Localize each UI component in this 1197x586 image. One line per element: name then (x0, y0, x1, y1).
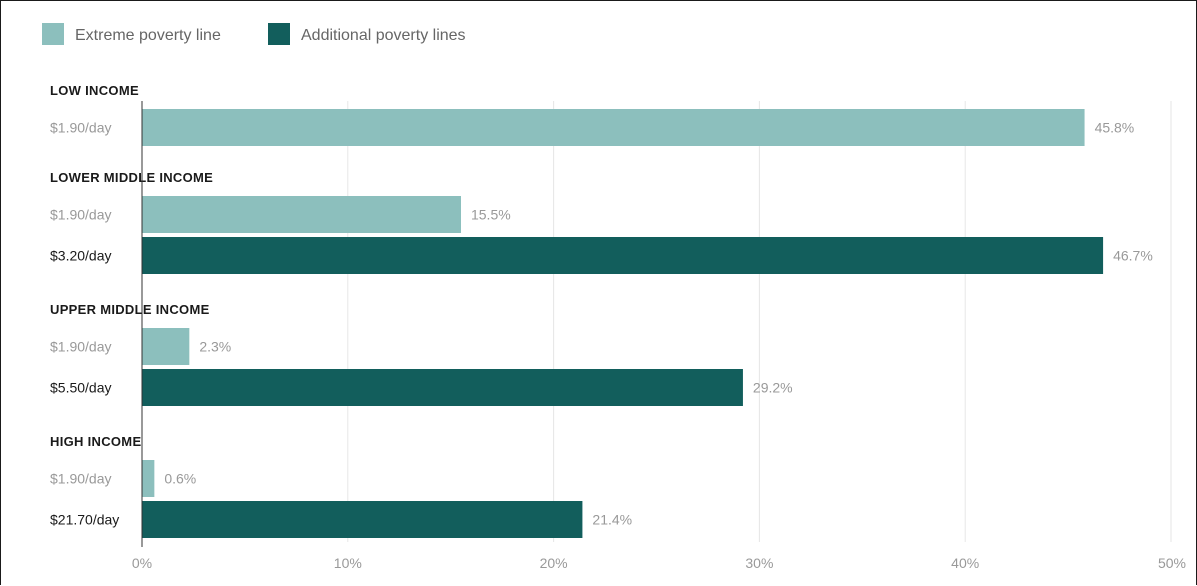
bar-extreme[interactable] (142, 460, 155, 497)
bar-category-label: $1.90/day (50, 120, 112, 136)
group-title: HIGH INCOME (50, 434, 141, 449)
x-tick-label: 0% (132, 555, 152, 571)
group-title: LOWER MIDDLE INCOME (50, 170, 213, 185)
bar-extreme[interactable] (142, 328, 190, 365)
bar-value-label: 15.5% (471, 207, 511, 223)
bar-additional[interactable] (142, 501, 583, 538)
bar-extreme[interactable] (142, 196, 461, 233)
bar-value-label: 29.2% (753, 380, 793, 396)
bar-groups: LOW INCOME $1.90/day 45.8% LOWER MIDDLE INC… (50, 83, 1153, 538)
group-title: LOW INCOME (50, 83, 139, 98)
group-title: UPPER MIDDLE INCOME (50, 302, 210, 317)
bar-category-label: $21.70/day (50, 512, 119, 528)
legend-swatch-1 (268, 23, 290, 45)
legend-swatch-0 (42, 23, 64, 45)
legend-item-0[interactable]: Extreme poverty line (42, 23, 221, 45)
bar-category-label: $1.90/day (50, 471, 112, 487)
grid-layer (347, 101, 1172, 542)
bar-category-label: $3.20/day (50, 248, 112, 264)
bar-value-label: 21.4% (592, 512, 632, 528)
legend-item-1[interactable]: Additional poverty lines (268, 23, 466, 45)
bar-category-label: $1.90/day (50, 339, 112, 355)
group-2: UPPER MIDDLE INCOME $1.90/day 2.3% $5.50/da… (50, 302, 793, 406)
group-3: HIGH INCOME $1.90/day 0.6% $21.70/day 21.4% (50, 434, 632, 538)
bar-category-label: $1.90/day (50, 207, 112, 223)
bar-value-label: 46.7% (1113, 248, 1153, 264)
bar-value-label: 45.8% (1095, 120, 1135, 136)
bar-value-label: 0.6% (164, 471, 196, 487)
legend-label-0: Extreme poverty line (75, 27, 221, 44)
x-axis: 0% 10% 20% 30% 40% 50% (132, 101, 1186, 571)
bar-additional[interactable] (142, 237, 1104, 274)
bar-additional[interactable] (142, 369, 743, 406)
legend: Extreme poverty line Additional poverty l… (42, 23, 466, 45)
x-tick-label: 20% (540, 555, 568, 571)
x-tick-label: 30% (745, 555, 773, 571)
x-tick-label: 40% (951, 555, 979, 571)
x-tick-label: 10% (334, 555, 362, 571)
bar-value-label: 2.3% (199, 339, 231, 355)
x-tick-label: 50% (1158, 555, 1186, 571)
legend-label-1: Additional poverty lines (301, 27, 466, 44)
bar-category-label: $5.50/day (50, 380, 112, 396)
group-1: LOWER MIDDLE INCOME $1.90/day 15.5% $3.20/d… (50, 170, 1153, 274)
group-0: LOW INCOME $1.90/day 45.8% (50, 83, 1134, 146)
bar-extreme[interactable] (142, 109, 1085, 146)
